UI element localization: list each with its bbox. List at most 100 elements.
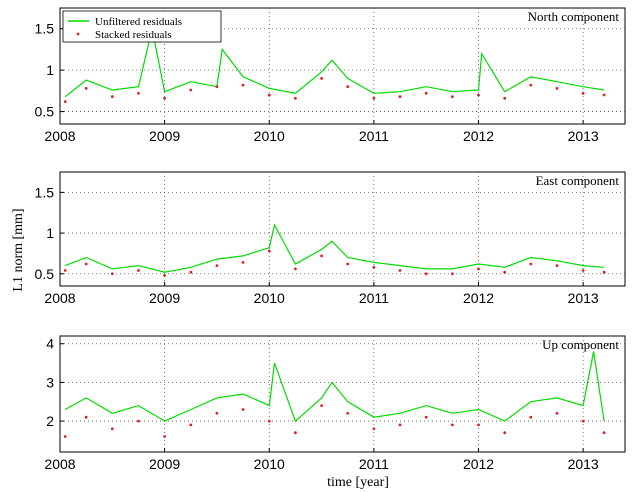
stacked-residual-point	[529, 415, 533, 419]
stacked-residual-point	[137, 91, 140, 95]
x-tick-label: 2012	[463, 456, 494, 472]
stacked-residual-point	[63, 269, 67, 272]
legend-dot-swatch	[76, 32, 80, 36]
series-line-unfiltered	[64, 223, 605, 273]
x-tick-label: 2012	[463, 290, 494, 306]
stacked-residual-point	[294, 96, 297, 100]
stacked-residual-point	[320, 254, 323, 258]
stacked-residual-point	[267, 419, 271, 423]
panel-title: Up component	[542, 337, 619, 352]
stacked-residual-point	[398, 269, 402, 272]
stacked-residual-point	[84, 415, 88, 419]
y-tick-label: 4	[46, 336, 54, 352]
stacked-residual-point	[581, 419, 585, 423]
stacked-residual-point	[581, 91, 585, 95]
series-line-unfiltered	[64, 351, 605, 423]
stacked-residual-point	[215, 264, 219, 267]
x-tick-label: 2013	[568, 290, 599, 306]
y-tick-label: 3	[46, 374, 54, 390]
stacked-residual-point	[451, 95, 454, 99]
stacked-residual-point	[294, 267, 297, 271]
stacked-residual-point	[215, 85, 219, 89]
x-tick-label: 2011	[359, 128, 389, 144]
stacked-residual-point	[372, 265, 376, 269]
stacked-residual-point	[372, 427, 376, 431]
x-tick-label: 2010	[254, 456, 285, 472]
stacked-residual-point	[320, 77, 323, 80]
x-tick-label: 2013	[568, 128, 599, 144]
x-tick-label: 2013	[568, 456, 599, 472]
stacked-residual-point	[63, 100, 67, 103]
stacked-residual-point	[110, 272, 114, 276]
stacked-residual-point	[602, 270, 606, 274]
stacked-residual-point	[110, 427, 114, 431]
x-tick-label: 2009	[149, 456, 180, 472]
y-tick-label: 1	[46, 62, 54, 78]
stacked-residual-point	[555, 411, 559, 415]
stacked-residual-point	[529, 262, 533, 266]
stacked-residual-point	[602, 93, 606, 97]
stacked-residual-point	[241, 408, 245, 411]
stacked-residual-point	[372, 96, 376, 100]
stacked-residual-point	[189, 88, 193, 92]
x-tick-label: 2012	[463, 128, 494, 144]
x-tick-label: 2009	[149, 128, 180, 144]
legend-label: Unfiltered residuals	[95, 16, 182, 28]
stacked-residual-point	[84, 87, 88, 90]
x-tick-label: 2011	[359, 290, 389, 306]
stacked-residual-point	[555, 264, 559, 267]
stacked-residual-point	[163, 96, 167, 100]
plot-frame	[59, 171, 626, 287]
stacked-residual-point	[163, 435, 167, 438]
stacked-residual-point	[320, 404, 323, 407]
stacked-residual-point	[241, 261, 245, 264]
legend-label: Stacked residuals	[95, 29, 172, 41]
y-tick-label: 1.5	[35, 21, 55, 37]
stacked-residual-point	[503, 270, 507, 274]
stacked-residual-point	[477, 423, 480, 427]
stacked-residual-point	[581, 269, 585, 272]
stacked-residual-point	[294, 431, 297, 435]
stacked-residual-point	[346, 85, 350, 89]
stacked-residual-point	[398, 95, 402, 99]
stacked-residual-point	[477, 267, 480, 271]
stacked-residual-point	[63, 435, 67, 438]
panel-title: East component	[536, 173, 620, 188]
x-tick-label: 2010	[254, 128, 285, 144]
stacked-residual-point	[451, 272, 454, 276]
x-tick-label: 2008	[44, 128, 75, 144]
panel-title: North component	[528, 9, 620, 24]
stacked-residual-point	[398, 423, 402, 427]
stacked-residual-point	[424, 415, 428, 419]
x-tick-label: 2011	[359, 456, 389, 472]
stacked-residual-point	[503, 431, 507, 435]
stacked-residual-point	[424, 272, 428, 276]
stacked-residual-point	[346, 262, 350, 266]
y-tick-label: 1	[46, 225, 54, 241]
stacked-residual-point	[241, 83, 245, 87]
panel-1: 2008 2009 2010 2011 2012 2013 0.5 1 1.5 East comp…	[35, 171, 626, 306]
stacked-residual-point	[110, 95, 114, 99]
y-tick-label: 0.5	[35, 104, 55, 120]
y-tick-label: 0.5	[35, 266, 55, 282]
stacked-residual-point	[137, 419, 140, 423]
plot-frame	[59, 335, 626, 453]
stacked-residual-point	[84, 262, 88, 266]
stacked-residual-point	[424, 91, 428, 95]
stacked-residual-point	[503, 96, 507, 100]
stacked-residual-point	[189, 270, 193, 274]
stacked-residual-point	[189, 423, 193, 427]
y-tick-label: 1.5	[35, 184, 55, 200]
x-tick-label: 2010	[254, 290, 285, 306]
stacked-residual-point	[451, 423, 454, 427]
stacked-residual-point	[346, 411, 350, 415]
stacked-residual-point	[163, 274, 167, 277]
x-tick-label: 2008	[44, 456, 75, 472]
stacked-residual-point	[137, 269, 140, 272]
stacked-residual-point	[602, 431, 606, 435]
x-axis-label: time [year]	[327, 475, 389, 490]
y-axis-label: L1 norm [mm]	[11, 208, 26, 291]
x-tick-label: 2009	[149, 290, 180, 306]
